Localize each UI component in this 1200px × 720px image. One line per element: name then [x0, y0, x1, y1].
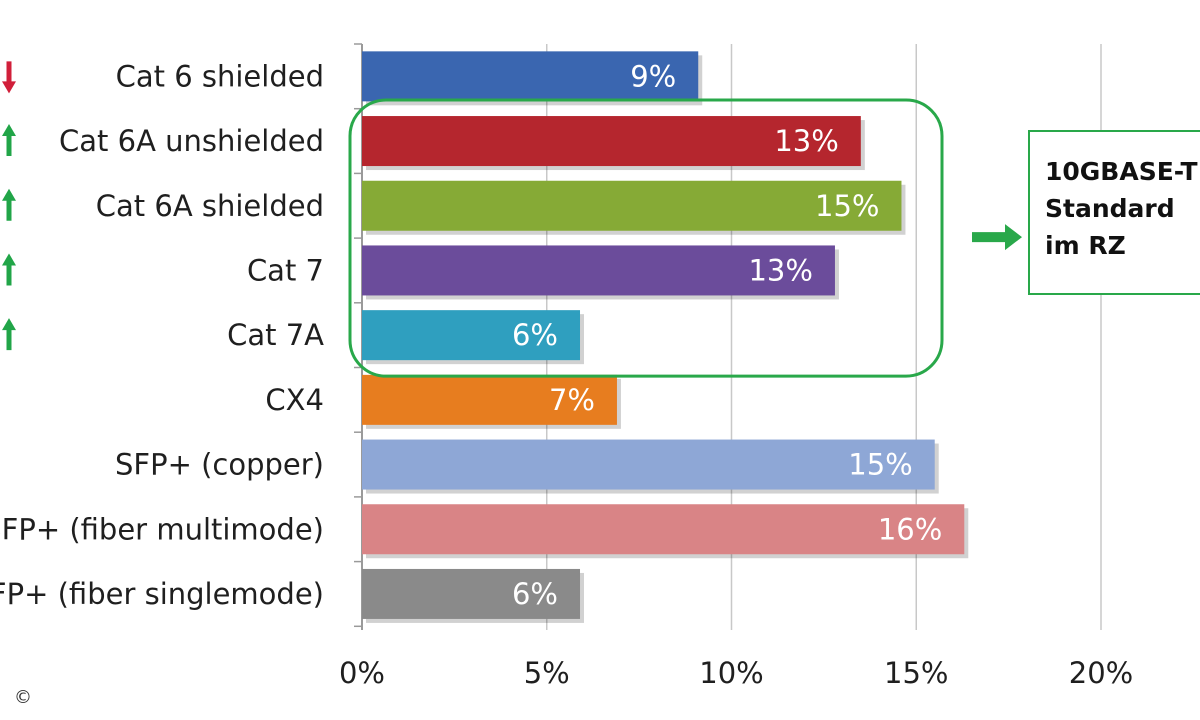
- callout-arrow-icon: [972, 224, 1022, 251]
- bar: [362, 310, 581, 361]
- arrow-up-icon: [2, 318, 16, 351]
- data-label: 15%: [815, 189, 879, 223]
- data-label: 6%: [512, 577, 558, 611]
- trend-arrows: [2, 61, 16, 351]
- arrow-up-icon: [2, 124, 16, 157]
- data-label: 16%: [878, 512, 942, 546]
- callout-line: Standard: [1045, 194, 1175, 223]
- copyright-mark: ©: [14, 687, 32, 708]
- category-label: SFP+ (copper): [115, 448, 324, 482]
- x-axis-ticks: 0% 5% 10% 15% 20%: [339, 656, 1133, 690]
- data-label: 7%: [549, 383, 595, 417]
- data-label: 9%: [630, 59, 676, 93]
- category-label: Cat 6 shielded: [116, 59, 324, 93]
- bar: [362, 245, 835, 296]
- callout-line: 10GBASE-T: [1045, 157, 1198, 186]
- arrow-down-icon: [2, 61, 16, 94]
- category-label: CX4: [265, 383, 324, 417]
- callout: 10GBASE-T Standard im RZ: [972, 130, 1200, 295]
- x-tick-label: 15%: [884, 656, 948, 690]
- data-label: 6%: [512, 318, 558, 352]
- bars: 9%13%15%13%6%7%15%16%6%: [362, 51, 969, 623]
- bar: [362, 504, 965, 555]
- x-tick-label: 10%: [699, 656, 763, 690]
- arrow-up-icon: [2, 253, 16, 286]
- bar: [362, 116, 861, 167]
- arrow-up-icon: [2, 188, 16, 221]
- category-label: Cat 6A shielded: [96, 189, 324, 223]
- data-label: 15%: [848, 448, 912, 482]
- x-tick-label: 20%: [1069, 656, 1133, 690]
- highlight-group-frame: [348, 98, 944, 378]
- category-labels: Cat 6 shielded Cat 6A unshielded Cat 6A sh…: [0, 59, 324, 611]
- bar: [362, 180, 902, 231]
- copyright-text: ©: [14, 687, 32, 708]
- bar: [362, 439, 935, 490]
- data-label: 13%: [774, 124, 838, 158]
- bar: [362, 374, 617, 425]
- callout-box: [1028, 130, 1200, 295]
- category-label: SFP+ (fiber multimode): [0, 512, 324, 546]
- category-label: Cat 7A: [227, 318, 324, 352]
- category-label: SFP+ (fiber singlemode): [0, 577, 324, 611]
- x-tick-label: 5%: [524, 656, 570, 690]
- bar: [362, 568, 581, 619]
- data-label: 13%: [748, 253, 812, 287]
- x-tick-label: 0%: [339, 656, 385, 690]
- category-label: Cat 6A unshielded: [59, 124, 324, 158]
- bar: [362, 51, 699, 102]
- category-label: Cat 7: [247, 253, 324, 287]
- callout-line: im RZ: [1045, 231, 1126, 260]
